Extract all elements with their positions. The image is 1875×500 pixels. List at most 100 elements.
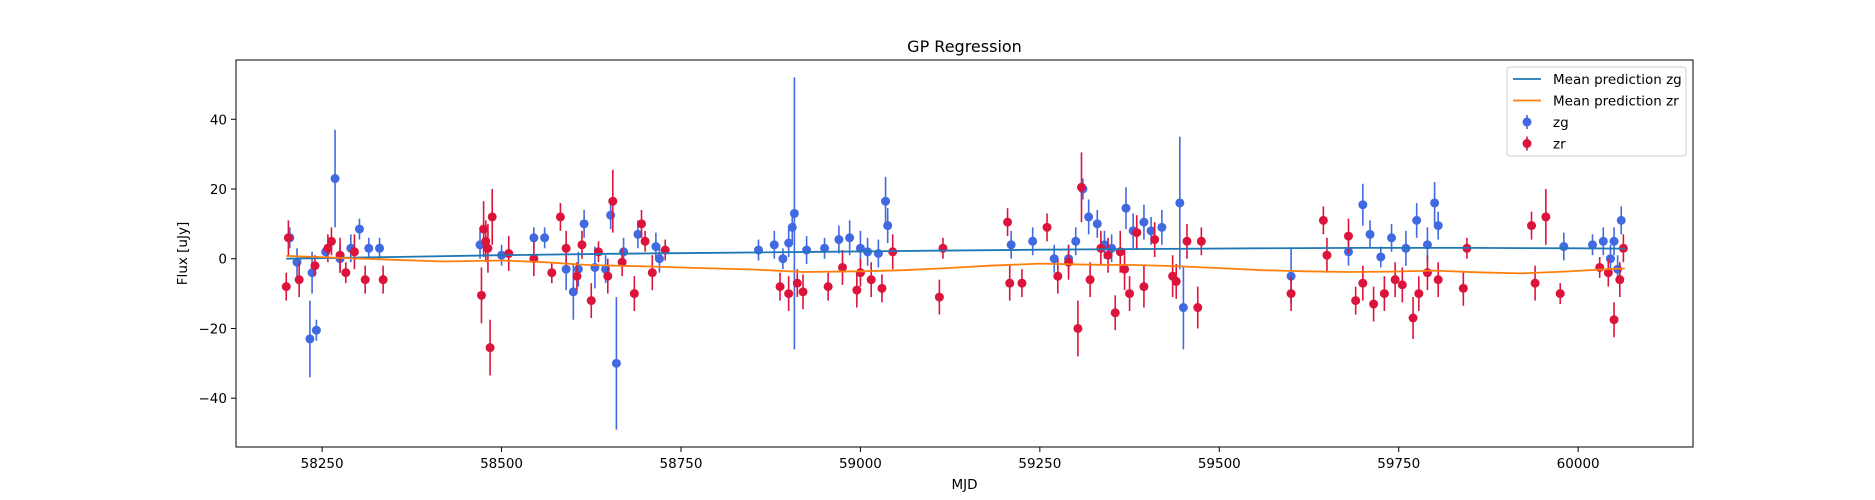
- plot-layer: [281, 77, 1628, 430]
- zr-point: [1042, 222, 1052, 232]
- zr-point: [572, 271, 582, 281]
- zg-point: [1121, 203, 1131, 213]
- zr-point: [603, 271, 613, 281]
- zr-point: [855, 268, 865, 278]
- zg-point: [606, 210, 616, 220]
- zr-point: [1017, 278, 1027, 288]
- zg-point: [633, 229, 643, 239]
- zr-point: [483, 243, 493, 253]
- zr-point: [487, 212, 497, 222]
- zg-point: [1605, 254, 1615, 264]
- zr-point: [617, 257, 627, 267]
- zr-point: [1379, 289, 1389, 299]
- zr-point: [1110, 308, 1120, 318]
- legend-box: [1506, 66, 1687, 157]
- zr-point: [792, 278, 802, 288]
- zg-point: [881, 196, 891, 206]
- zg-point: [540, 233, 550, 243]
- zr-point: [1322, 250, 1332, 260]
- zr-point: [1003, 217, 1013, 227]
- x-tick-label: 60000: [1557, 456, 1600, 472]
- legend: Mean prediction zg Mean prediction zr zg zr: [1506, 66, 1687, 157]
- zr-point: [1397, 280, 1407, 290]
- zr-point: [1343, 231, 1353, 241]
- zr-point: [1182, 236, 1192, 246]
- zg-point: [1609, 236, 1619, 246]
- zr-point: [485, 343, 495, 353]
- zr-point: [1076, 182, 1086, 192]
- x-tick-label: 58250: [301, 456, 344, 472]
- zr-point: [1541, 212, 1551, 222]
- series-zr: [281, 152, 1628, 376]
- zr-point: [1458, 283, 1468, 293]
- zr-point: [555, 212, 565, 222]
- zr-point: [1139, 282, 1149, 292]
- zg-point: [375, 243, 385, 253]
- zg-point: [364, 243, 374, 253]
- y-tick-label: 20: [210, 182, 227, 198]
- zr-point: [837, 262, 847, 272]
- zr-point: [1530, 278, 1540, 288]
- zg-point: [1559, 242, 1569, 252]
- zr-point: [349, 247, 359, 257]
- zr-point: [378, 275, 388, 285]
- zg-point: [802, 245, 812, 255]
- zr-point: [1193, 303, 1203, 313]
- zg-point: [651, 242, 661, 252]
- zr-point: [1351, 296, 1361, 306]
- zr-point: [852, 285, 862, 295]
- zr-point: [326, 236, 336, 246]
- zg-point: [845, 233, 855, 243]
- zr-point: [629, 289, 639, 299]
- zg-point: [820, 243, 830, 253]
- zg-point: [573, 264, 583, 274]
- line-mean-prediction-zg: [286, 247, 1625, 260]
- zr-point: [1064, 257, 1074, 267]
- zr-point: [1358, 278, 1368, 288]
- legend-label: Mean prediction zg: [1553, 72, 1682, 88]
- zg-point: [1616, 215, 1626, 225]
- zr-point: [323, 243, 333, 253]
- zr-point: [1318, 215, 1328, 225]
- zg-point: [1006, 240, 1016, 250]
- zr-point: [1125, 289, 1135, 299]
- x-tick-label: 59250: [1018, 456, 1061, 472]
- zr-point: [1132, 228, 1142, 238]
- zg-point: [1387, 233, 1397, 243]
- line-mean-prediction-zr: [286, 255, 1625, 275]
- zr-point: [586, 296, 596, 306]
- zr-point: [561, 243, 571, 253]
- y-tick-label: 40: [210, 112, 227, 128]
- zg-point: [1028, 236, 1038, 246]
- zr-point: [294, 275, 304, 285]
- zg-point: [1433, 221, 1443, 231]
- zr-point: [1390, 275, 1400, 285]
- zg-point: [611, 358, 621, 368]
- zg-point: [568, 287, 578, 297]
- zr-point: [281, 282, 291, 292]
- zr-point: [1073, 323, 1083, 333]
- zg-point: [1084, 212, 1094, 222]
- zg-point: [1092, 219, 1102, 229]
- x-tick-label: 59500: [1198, 456, 1241, 472]
- zr-point: [640, 236, 650, 246]
- zr-point: [1369, 299, 1379, 309]
- zg-point: [883, 221, 893, 231]
- zr-point: [1085, 275, 1095, 285]
- x-tick-label: 58750: [660, 456, 703, 472]
- zg-point: [1598, 236, 1608, 246]
- zg-point: [1412, 215, 1422, 225]
- zr-point: [1408, 313, 1418, 323]
- x-axis-label: MJD: [951, 477, 977, 493]
- zr-point: [877, 283, 887, 293]
- zg-point: [1365, 229, 1375, 239]
- zr-point: [1433, 275, 1443, 285]
- zg-point: [619, 247, 629, 257]
- zr-point: [1422, 268, 1432, 278]
- zg-point: [1588, 240, 1598, 250]
- zg-point: [1049, 254, 1059, 264]
- x-tick-label: 59750: [1377, 456, 1420, 472]
- zg-point: [354, 224, 364, 234]
- zg-point: [1107, 243, 1117, 253]
- zg-point: [789, 208, 799, 218]
